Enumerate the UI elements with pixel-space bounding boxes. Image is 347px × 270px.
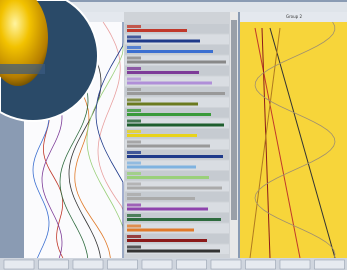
channel-tag (127, 120, 141, 123)
channel-tag (127, 162, 141, 165)
channel-bar (127, 166, 196, 169)
channel-bar (127, 218, 221, 221)
toolbar-button[interactable] (211, 260, 241, 269)
page: Group 1 Group 2 (() => { const data = JS… (0, 0, 347, 270)
channel-bar (127, 145, 210, 148)
channel-bar (127, 197, 195, 200)
right-panel-title: Group 2 (286, 14, 302, 19)
channel-tag (127, 130, 141, 133)
recorder-screen: Group 1 Group 2 (0, 0, 347, 270)
channel-tag (127, 183, 141, 186)
toolbar-button[interactable] (246, 260, 276, 269)
right-chart (240, 12, 347, 258)
channel-tag (127, 78, 141, 81)
toolbar-button[interactable] (39, 260, 69, 269)
toolbar-button[interactable] (280, 260, 310, 269)
channel-tag (127, 46, 141, 49)
channel-tag (127, 151, 141, 154)
channel-bar (127, 92, 225, 95)
channel-tag (127, 141, 141, 144)
channel-bar (127, 61, 226, 64)
channel-bar (127, 113, 211, 116)
cylinder-band (0, 64, 45, 74)
toolbar-button[interactable] (73, 260, 103, 269)
toolbar-button[interactable] (177, 260, 207, 269)
channel-bar (127, 71, 199, 74)
channel-bar (127, 29, 187, 32)
channel-bar (127, 50, 213, 53)
toolbar-button[interactable] (4, 260, 34, 269)
channel-bar (127, 176, 209, 179)
channel-bar (127, 250, 220, 253)
channel-bar (127, 187, 222, 190)
toolbar-button[interactable] (315, 260, 345, 269)
channel-tag (127, 67, 141, 70)
channel-tag (127, 204, 141, 207)
channel-tag (127, 109, 141, 112)
channel-bar (127, 208, 208, 211)
channel-bar (127, 134, 197, 137)
channel-bar (127, 229, 194, 232)
channel-tag (127, 57, 141, 60)
toolbar-button[interactable] (108, 260, 138, 269)
channel-tag (127, 25, 141, 28)
channel-bar (127, 239, 207, 242)
channel-tag (127, 235, 141, 238)
channel-bar (127, 124, 224, 127)
channel-tag (127, 193, 141, 196)
channel-tag (127, 99, 141, 102)
channel-tag (127, 214, 141, 217)
scroll-thumb[interactable] (231, 20, 237, 220)
channel-bar (127, 40, 200, 43)
toolbar-button[interactable] (142, 260, 172, 269)
channel-tag (127, 246, 141, 249)
channel-bar (127, 155, 223, 158)
channel-tag (127, 88, 141, 91)
channel-tag (127, 172, 141, 175)
channel-tag (127, 36, 141, 39)
channel-tag (127, 225, 141, 228)
channel-bar (127, 103, 198, 106)
channel-bar (127, 82, 212, 85)
